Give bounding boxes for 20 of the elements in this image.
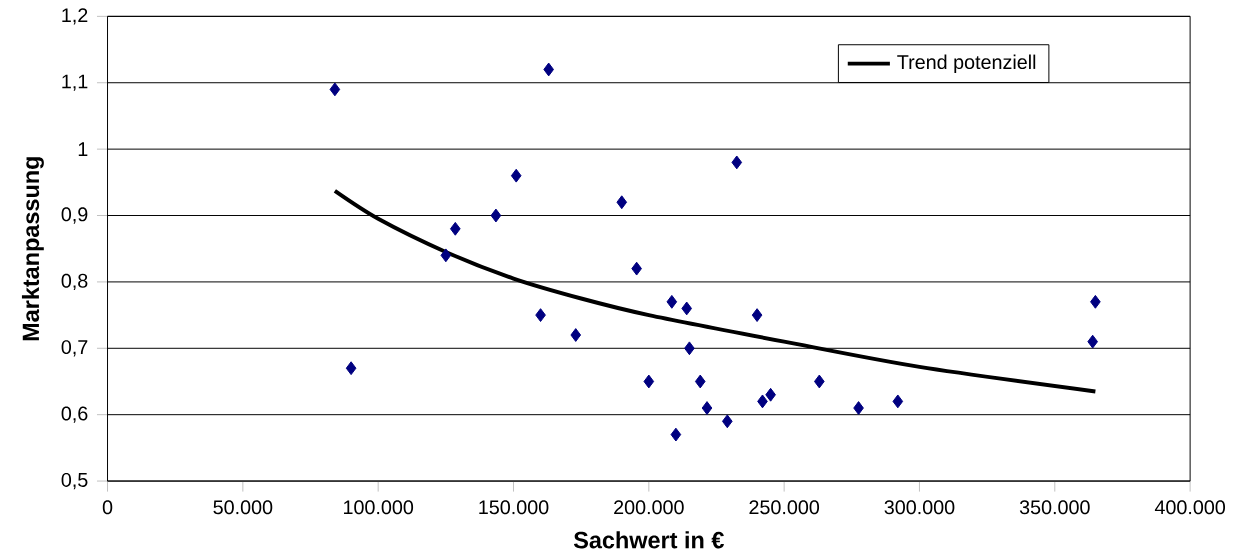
x-tick-label: 100.000	[344, 500, 414, 515]
x-tick-label: 400.000	[1154, 500, 1226, 515]
y-tick-label: 0,5	[61, 473, 88, 490]
y-axis-title: Marktanpassung	[21, 157, 44, 341]
x-tick-label: 300.000	[884, 500, 955, 515]
x-tick-label: 200.000	[614, 500, 684, 515]
x-tick-label: 250.000	[749, 500, 820, 515]
y-tick-label: 1	[78, 142, 88, 157]
x-tick-label: 50.000	[213, 500, 273, 515]
x-tick-label: 0	[102, 500, 113, 515]
y-tick-label: 0,8	[61, 273, 88, 291]
y-tick-label: 1,1	[62, 74, 88, 91]
y-tick-label: 1,2	[62, 8, 88, 25]
x-axis-title: Sachwert in €	[573, 531, 724, 549]
y-tick-label: 0,6	[61, 406, 88, 423]
x-tick-label: 150.000	[479, 500, 549, 515]
x-tick-label: 350.000	[1019, 500, 1090, 515]
y-tick-label: 0,9	[61, 207, 88, 224]
legend-label: Trend potenziell	[897, 54, 1036, 74]
y-tick-label: 0,7	[61, 340, 88, 357]
